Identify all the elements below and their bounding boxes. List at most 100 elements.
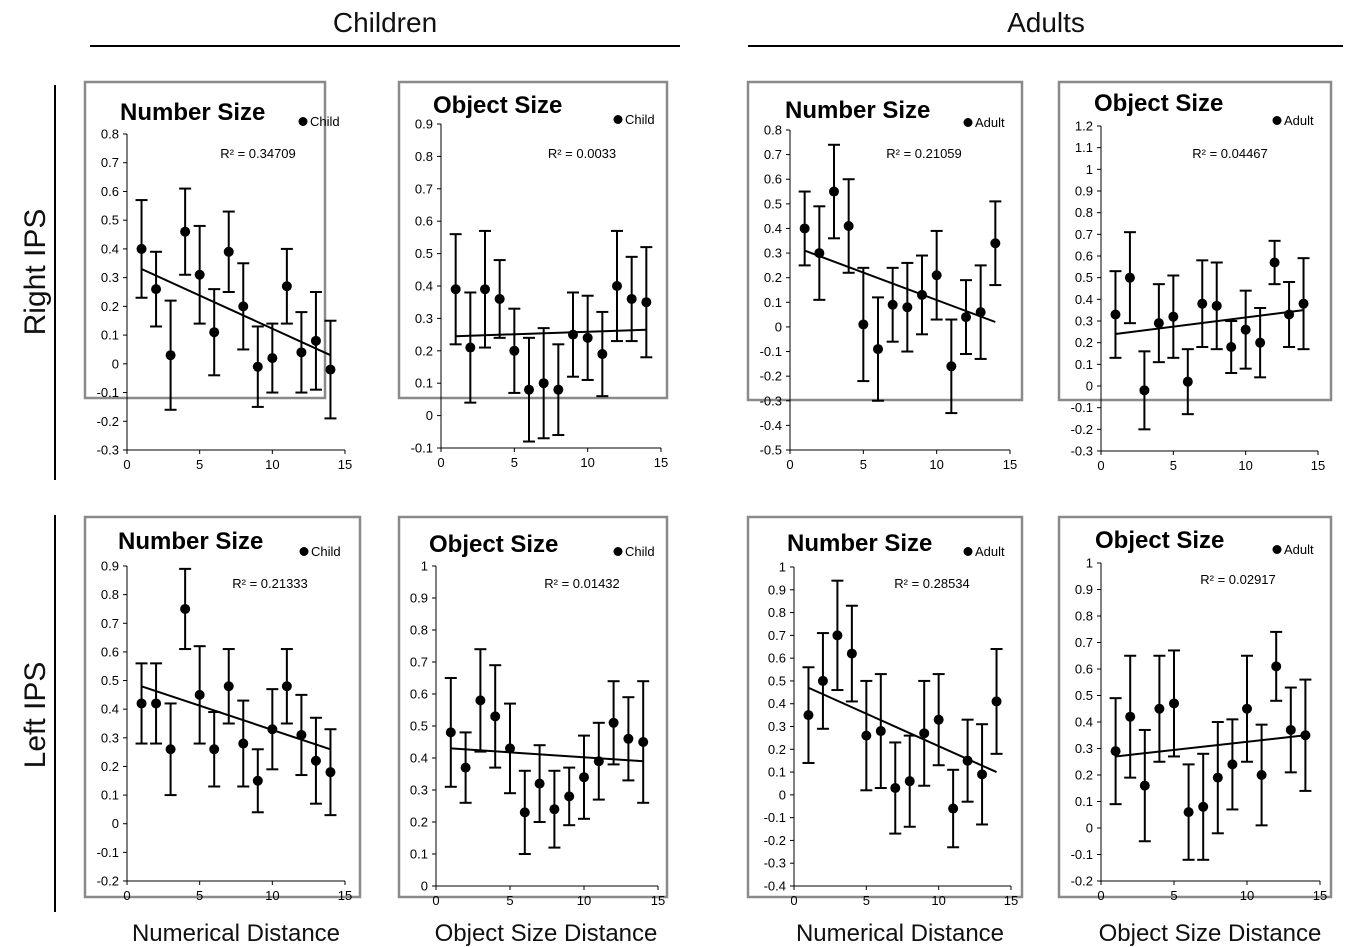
legend-label: Child: [311, 544, 341, 559]
data-point: [490, 711, 501, 722]
data-point: [568, 329, 578, 340]
y-tick-label: 0.7: [410, 655, 428, 670]
data-point: [252, 775, 263, 786]
data-point: [990, 238, 1001, 249]
data-point: [209, 744, 220, 755]
data-point: [310, 335, 321, 346]
x-tick-label: 5: [506, 893, 513, 908]
x-tick-label: 10: [1238, 458, 1252, 473]
y-tick-label: 0.7: [101, 616, 119, 631]
panel-lc-num: -0.2 -0.1 0 0.1 0.2 0.3 0.4 0.5 0.6 0.7 0.8 0.9 0 5 10…: [83, 515, 362, 903]
data-point: [494, 293, 505, 304]
x-tick-label: 0: [432, 893, 439, 908]
panel-title: Number Size: [120, 99, 265, 126]
y-tick-label: 0.4: [410, 751, 428, 766]
r2-label: R² = 0.21059: [886, 146, 962, 161]
data-point: [612, 281, 622, 291]
data-point: [843, 221, 854, 231]
data-point: [887, 299, 898, 310]
y-tick-label: -0.3: [760, 393, 782, 408]
data-point: [524, 384, 534, 395]
data-point: [549, 804, 560, 815]
data-point: [151, 698, 162, 709]
y-tick-label: 0.7: [1075, 227, 1093, 242]
y-tick-label: 0.7: [415, 181, 433, 196]
y-tick-label: 0.5: [101, 673, 119, 688]
group-title-adults: Adults: [1007, 7, 1085, 38]
y-tick-label: 0.5: [1075, 270, 1093, 285]
data-point: [597, 349, 608, 360]
y-tick-label: 1: [1086, 162, 1093, 177]
xlabel-children-object: Object Size Distance: [435, 920, 658, 947]
data-point: [890, 783, 901, 794]
data-point: [252, 361, 263, 372]
x-tick-label: 10: [580, 455, 594, 470]
trend-line: [455, 328, 647, 338]
data-point: [919, 728, 930, 739]
x-tick-label: 0: [123, 457, 130, 472]
x-tick-label: 15: [1313, 888, 1327, 903]
data-point: [1153, 318, 1164, 329]
data-point: [267, 353, 278, 364]
x-tick-label: 10: [577, 893, 591, 908]
y-tick-label: 0.3: [1075, 741, 1093, 756]
data-point: [223, 246, 234, 257]
row-title-left-ips: Left IPS: [19, 662, 52, 769]
y-tick-label: 0: [1086, 379, 1093, 394]
y-tick-label: 0.7: [764, 147, 782, 162]
x-tick-label: 15: [1004, 893, 1018, 908]
y-tick-label: 0.2: [1075, 335, 1093, 350]
data-point: [1227, 759, 1238, 770]
y-tick-label: 0.5: [410, 719, 428, 734]
data-point: [475, 695, 486, 706]
y-tick-label: 0.5: [101, 213, 119, 228]
data-point: [1298, 298, 1309, 309]
data-point: [1197, 298, 1208, 309]
data-point: [961, 312, 971, 323]
data-point: [281, 281, 292, 292]
data-point: [1169, 698, 1179, 709]
y-tick-label: 0.7: [101, 155, 119, 170]
y-tick-label: 0.8: [101, 587, 119, 602]
data-point: [1212, 772, 1223, 783]
y-tick-label: 1: [779, 560, 786, 575]
data-point: [553, 384, 564, 395]
data-point: [623, 733, 634, 744]
data-point: [564, 791, 575, 802]
y-tick-label: 0.1: [101, 328, 119, 343]
data-point: [1240, 324, 1251, 335]
data-point: [1110, 746, 1121, 757]
panel-lc-obj: 00.10.20.30.40.50.60.70.80.910 5 10 15Objec…: [397, 515, 669, 908]
data-point: [223, 681, 234, 692]
y-tick-label: 0.4: [101, 702, 119, 717]
y-tick-label: 0.2: [768, 742, 786, 757]
data-point: [817, 675, 828, 686]
trend-line: [804, 249, 996, 323]
data-point: [1285, 724, 1296, 735]
y-tick-label: 0.8: [410, 623, 428, 638]
panel-title: Object Size: [429, 531, 558, 558]
data-point: [904, 776, 915, 787]
x-tick-label: 10: [265, 457, 279, 472]
y-tick-label: 0.3: [410, 783, 428, 798]
y-tick-label: 0.3: [101, 730, 119, 745]
panel-frame: [746, 80, 1024, 402]
y-tick-label: -0.3: [1071, 444, 1093, 459]
panel-frame: [746, 515, 1024, 899]
data-point: [832, 630, 843, 641]
panel-title: Object Size: [1094, 90, 1223, 117]
x-tick-label: 15: [338, 888, 352, 903]
y-tick-label: 0: [1086, 821, 1093, 836]
y-tick-label: 0: [775, 319, 782, 334]
y-tick-label: 0.9: [1075, 184, 1093, 199]
x-tick-label: 5: [860, 457, 867, 472]
x-tick-label: 5: [511, 455, 518, 470]
y-tick-label: -0.4: [764, 879, 786, 894]
y-tick-label: 0.4: [764, 221, 782, 236]
y-tick-label: 0.9: [768, 582, 786, 597]
y-tick-label: -0.1: [97, 845, 119, 860]
legend-label: Adult: [1284, 113, 1314, 128]
y-tick-label: 0.1: [101, 788, 119, 803]
trend-line: [1115, 734, 1306, 758]
data-point: [1211, 300, 1222, 311]
